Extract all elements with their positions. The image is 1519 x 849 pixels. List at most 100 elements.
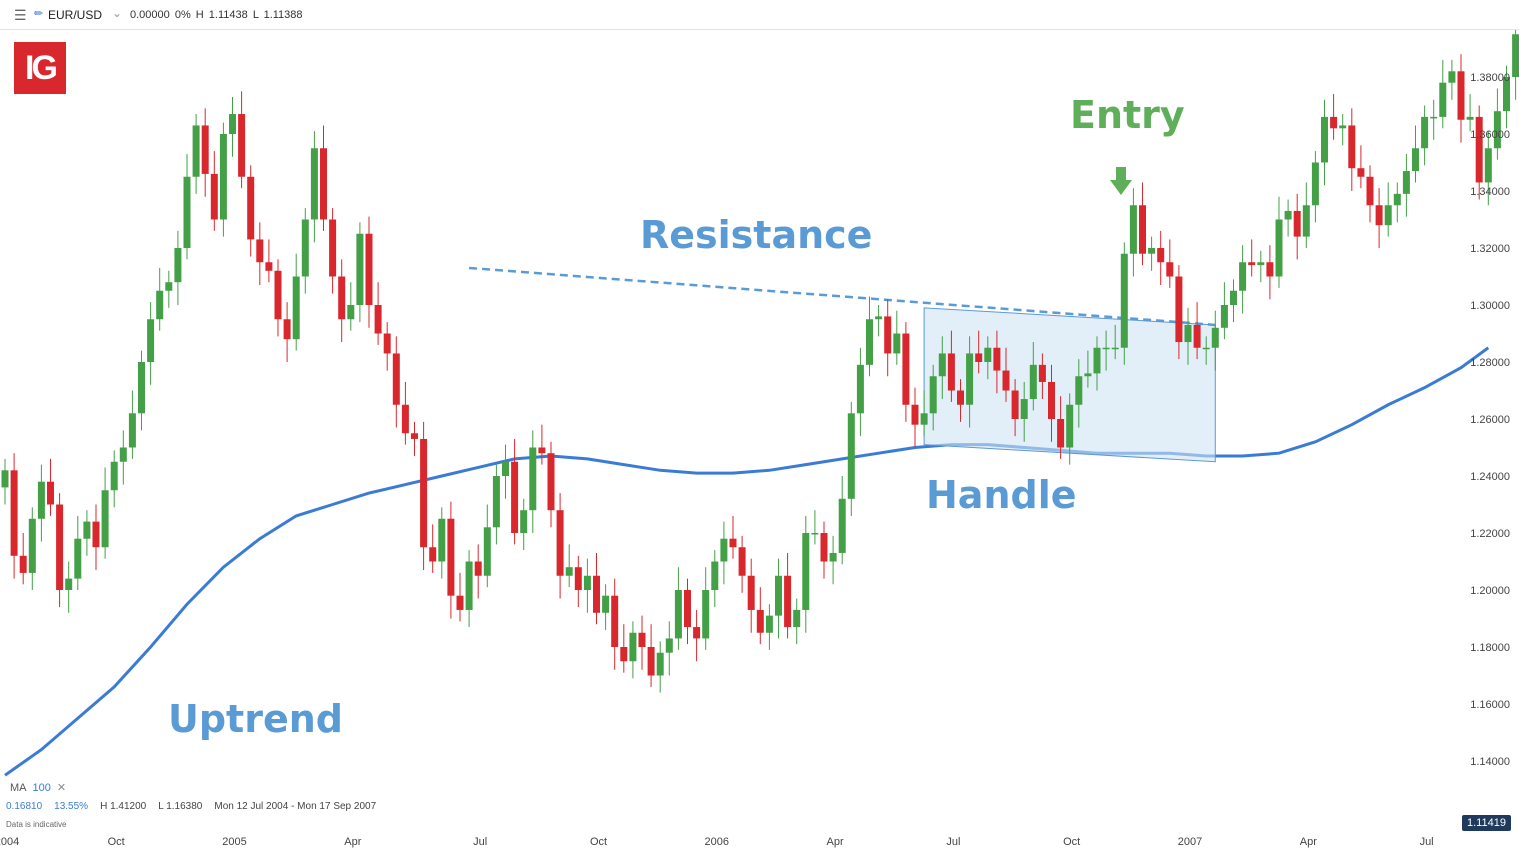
candle-body (1029, 364, 1037, 400)
candle-body (474, 561, 482, 576)
candle-body (711, 561, 719, 590)
close-icon[interactable]: ✕ (56, 782, 67, 794)
candle-body (138, 362, 145, 414)
y-tick-label: 1.24000 (1470, 471, 1510, 483)
candle (256, 222, 264, 286)
candle (1248, 239, 1256, 277)
candle-body (420, 438, 428, 548)
candle (1084, 350, 1092, 388)
current-price-tag: 1.11419 (1462, 815, 1511, 831)
candle-body (629, 632, 637, 662)
candle (574, 555, 582, 608)
candle (802, 515, 810, 633)
candle (119, 430, 127, 485)
ma-name[interactable]: MA (10, 782, 27, 794)
candle-body (1257, 262, 1265, 266)
candle-body (838, 498, 846, 553)
candle (993, 330, 1001, 394)
candle (1029, 342, 1037, 411)
candle-body (1230, 290, 1237, 305)
candle (310, 131, 318, 243)
candle (283, 302, 291, 362)
candle-body (47, 481, 54, 505)
candle (502, 444, 509, 499)
candle (856, 347, 864, 437)
candle-body (1421, 116, 1429, 149)
candle (511, 438, 519, 545)
candle-body (110, 461, 118, 491)
candle (1057, 396, 1065, 459)
candle-body (1321, 116, 1328, 163)
candle (647, 624, 655, 687)
candle-body (37, 481, 45, 519)
candle-body (183, 176, 191, 248)
candle-body (1275, 219, 1283, 277)
candlestick-chart[interactable]: 1.14000 1.16000 1.18000 1.20000 1.22000 1.240… (0, 30, 1519, 849)
x-tick-label: 2004 (0, 836, 19, 848)
candle-body (866, 319, 873, 365)
x-tick-label: Apr (827, 836, 844, 848)
candle (684, 578, 691, 645)
candle-body (1293, 210, 1301, 237)
candle (1330, 94, 1338, 140)
candle (110, 450, 118, 508)
candle-body (101, 490, 109, 548)
candle-body (775, 575, 782, 616)
candle (10, 453, 18, 579)
candle-body (593, 575, 600, 613)
candle-body (10, 470, 18, 556)
candle (674, 567, 682, 650)
x-tick-label: Jul (1420, 836, 1434, 848)
candle (210, 151, 218, 231)
candle (392, 336, 400, 428)
candle-body (1366, 176, 1374, 206)
symbol-name[interactable]: EUR/USD (48, 8, 103, 22)
candle-body (365, 233, 373, 305)
chevron-down-icon[interactable]: ⌄ (112, 6, 123, 20)
candle-body (1048, 381, 1055, 419)
range-value: 0.16810 (6, 801, 43, 812)
candle (447, 501, 455, 619)
candle-body (820, 533, 828, 562)
candle (365, 216, 373, 328)
candle-body (802, 533, 810, 610)
candle (1421, 105, 1429, 166)
candle (638, 615, 646, 670)
x-tick-label: 2005 (222, 836, 246, 848)
candle (1129, 188, 1137, 277)
candle (292, 253, 300, 351)
y-tick-label: 1.30000 (1470, 300, 1510, 312)
candle-body (756, 609, 764, 633)
candle (201, 108, 209, 197)
candle (957, 379, 964, 422)
candle-body (1393, 193, 1401, 206)
candle (1448, 59, 1456, 100)
candle (529, 430, 537, 533)
candle (183, 153, 191, 260)
candle-body (1157, 248, 1165, 263)
candle (1139, 182, 1146, 266)
candle (356, 222, 364, 323)
candle (174, 230, 182, 305)
candle (1239, 245, 1247, 314)
pencil-icon[interactable]: ✏ (34, 8, 44, 20)
candle (829, 535, 837, 585)
x-tick-label: 2007 (1178, 836, 1202, 848)
candle (902, 322, 910, 422)
candle-body (929, 376, 937, 414)
candle-body (1348, 125, 1356, 169)
candle-body (1439, 82, 1447, 117)
x-tick-label: Oct (1063, 836, 1080, 848)
candle-body (1239, 262, 1247, 291)
candle (1230, 279, 1237, 323)
candle (1402, 153, 1410, 217)
candle-body (356, 233, 364, 305)
candle-body (320, 148, 327, 220)
ma-period[interactable]: 100 (32, 782, 51, 794)
candle (429, 524, 437, 573)
candle (1393, 182, 1401, 223)
candle (720, 521, 728, 585)
candle-body (565, 567, 573, 576)
candle-body (847, 413, 855, 499)
hamburger-icon[interactable]: ☰ (14, 7, 27, 23)
